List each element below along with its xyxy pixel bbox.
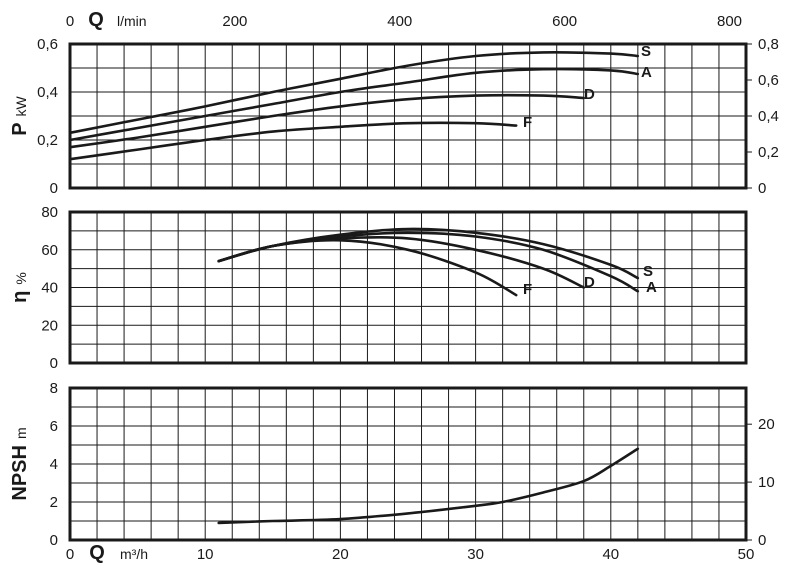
top-tick-label: 600 xyxy=(552,13,577,30)
power-curve-a xyxy=(68,67,640,142)
power-curve-s-label: S xyxy=(641,43,651,60)
efficiency-curve-s-label: S xyxy=(643,263,653,280)
power-curve-s xyxy=(68,51,640,135)
y-tick-label: 80 xyxy=(41,204,58,221)
y-tick-label: 40 xyxy=(41,280,58,297)
right-tick-label: 10 xyxy=(758,474,775,491)
right-tick-label: 0 xyxy=(758,180,766,197)
power-curve-d-label: D xyxy=(584,86,595,103)
power-curve-d xyxy=(68,93,586,149)
y-tick-label: 20 xyxy=(41,317,58,334)
power-curve-f-label: F xyxy=(523,114,532,131)
y-tick-label: 4 xyxy=(50,456,58,473)
x-tick-label: 30 xyxy=(467,546,484,563)
power-panel: PkW xyxy=(9,42,752,190)
top-axis-unit: l/min xyxy=(117,13,147,29)
y-tick-label: 2 xyxy=(50,494,58,511)
efficiency-curve-f-label: F xyxy=(523,281,532,298)
efficiency-curve-d-label: D xyxy=(584,274,595,291)
npsh-y-axis-label: NPSHm xyxy=(9,427,31,500)
x-tick-label: 20 xyxy=(332,546,349,563)
x-tick-label: 10 xyxy=(197,546,214,563)
y-tick-label: 8 xyxy=(50,380,58,397)
top-tick-label: 200 xyxy=(222,13,247,30)
top-tick-label: 0 xyxy=(66,13,74,30)
y-tick-label: 0 xyxy=(50,532,58,549)
right-tick-label: 20 xyxy=(758,416,775,433)
x-axis-q-label: Q xyxy=(89,542,105,564)
x-tick-label: 50 xyxy=(738,546,755,563)
power-curve-f xyxy=(68,121,518,161)
x-tick-label: 40 xyxy=(602,546,619,563)
efficiency-curve-f xyxy=(217,238,518,297)
x-axis-unit: m³/h xyxy=(120,546,148,562)
power-y-axis-label: PkW xyxy=(9,95,31,135)
right-tick-label: 0,6 xyxy=(758,72,779,89)
right-tick-label: 0,4 xyxy=(758,108,779,125)
npsh-frame xyxy=(68,386,748,542)
top-axis-q-label: Q xyxy=(88,9,104,31)
power-curve-a-label: A xyxy=(641,64,652,81)
efficiency-curve-a-label: A xyxy=(646,279,657,296)
efficiency-y-axis-label: η% xyxy=(9,272,31,303)
top-tick-label: 400 xyxy=(387,13,412,30)
top-tick-label: 800 xyxy=(717,13,742,30)
right-tick-label: 0,8 xyxy=(758,36,779,53)
y-tick-label: 0,6 xyxy=(37,36,58,53)
y-tick-label: 0,2 xyxy=(37,132,58,149)
right-tick-label: 0 xyxy=(758,532,766,549)
y-tick-label: 6 xyxy=(50,418,58,435)
npsh-panel: NPSHm xyxy=(9,386,752,542)
y-tick-label: 0 xyxy=(50,180,58,197)
npsh-npsh-curve xyxy=(217,447,640,525)
right-tick-label: 0,2 xyxy=(758,144,779,161)
efficiency-frame xyxy=(68,210,748,365)
y-tick-label: 0 xyxy=(50,355,58,372)
x-tick-label: 0 xyxy=(66,546,74,563)
efficiency-panel: η% xyxy=(9,210,748,365)
y-tick-label: 0,4 xyxy=(37,84,58,101)
efficiency-curve-s xyxy=(217,227,640,280)
y-tick-label: 60 xyxy=(41,242,58,259)
